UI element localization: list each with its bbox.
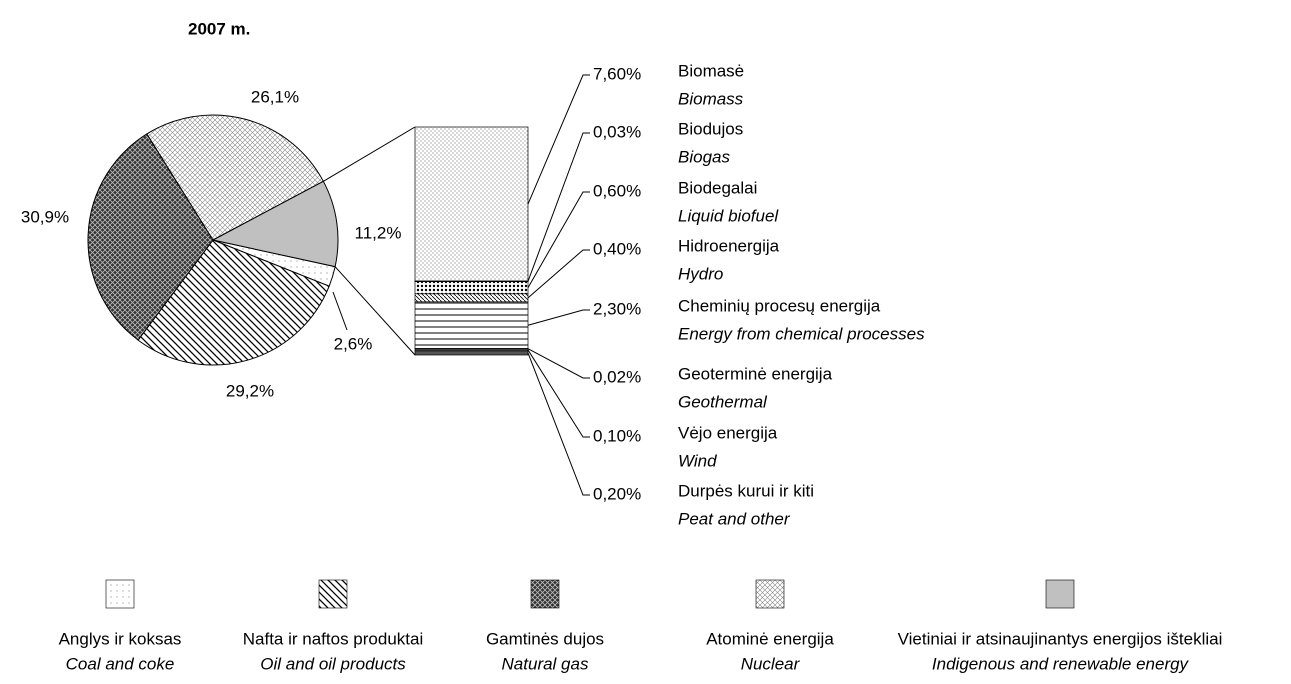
slice-label: 26,1% [251, 87, 299, 106]
bar-segment [414, 293, 529, 303]
slice-label: 30,9% [21, 207, 69, 226]
legend-label: Atominė energija [706, 629, 834, 648]
legend-swatch [530, 579, 560, 609]
segment-label: 0,03% [593, 122, 641, 141]
segment-name: Vėjo energija [678, 423, 778, 442]
bar-segment [414, 301, 529, 349]
legend-swatch [318, 579, 348, 609]
segment-label: 0,40% [593, 239, 641, 258]
slice-label: 29,2% [226, 381, 274, 400]
leader-line [527, 348, 590, 379]
leader-line [527, 309, 590, 326]
segment-label: 0,02% [593, 367, 641, 386]
segment-name-en: Hydro [678, 264, 723, 283]
connector [323, 126, 416, 182]
legend-label-en: Indigenous and renewable energy [932, 654, 1190, 673]
segment-name-en: Wind [678, 451, 717, 470]
legend-swatch [105, 579, 135, 609]
segment-name: Geoterminė energija [678, 364, 833, 383]
segment-label: 0,20% [593, 484, 641, 503]
bar-segment [414, 350, 529, 356]
segment-name: Cheminių procesų energija [678, 296, 881, 315]
legend-label: Anglys ir koksas [59, 629, 182, 648]
segment-name: Biodujos [678, 119, 743, 138]
pie-slice [137, 239, 330, 366]
segment-name-en: Energy from chemical processes [678, 324, 925, 343]
leader-line [527, 352, 590, 496]
legend-swatch [1045, 579, 1075, 609]
label-leader [332, 291, 348, 331]
leader-line [527, 349, 590, 438]
legend-label: Nafta ir naftos produktai [243, 629, 423, 648]
legend-label-en: Nuclear [741, 654, 801, 673]
segment-name-en: Peat and other [678, 509, 791, 528]
legend-label-en: Oil and oil products [260, 654, 406, 673]
pie-slice [146, 114, 325, 241]
pie-slice [87, 133, 214, 341]
leader-line [527, 132, 590, 282]
segment-label: 7,60% [593, 64, 641, 83]
chart-title: 2007 m. [188, 19, 250, 38]
segment-name: Durpės kurui ir kiti [678, 481, 814, 500]
legend-label: Gamtinės dujos [486, 629, 604, 648]
legend-label-en: Natural gas [502, 654, 589, 673]
legend-label-en: Coal and coke [66, 654, 175, 673]
segment-name: Hidroenergija [678, 236, 780, 255]
segment-name-en: Liquid biofuel [678, 206, 779, 225]
pie-slice [211, 180, 339, 268]
connector [334, 266, 416, 356]
segment-name-en: Biomass [678, 89, 744, 108]
legend-label: Vietiniai ir atsinaujinantys energijos i… [898, 629, 1223, 648]
slice-label: 11,2% [355, 223, 402, 242]
leader-line [527, 74, 590, 205]
segment-name-en: Geothermal [678, 392, 768, 411]
segment-label: 0,10% [593, 426, 641, 445]
leader-line [527, 191, 590, 288]
leader-line [527, 249, 590, 299]
slice-label: 2,6% [334, 334, 373, 353]
segment-name-en: Biogas [678, 147, 730, 166]
segment-label: 0,60% [593, 181, 641, 200]
segment-name: Biodegalai [678, 178, 757, 197]
bar-segment [414, 126, 529, 282]
bar-segment [414, 281, 529, 295]
segment-label: 2,30% [593, 299, 641, 318]
segment-name: Biomasė [678, 61, 744, 80]
legend-swatch [755, 579, 785, 609]
